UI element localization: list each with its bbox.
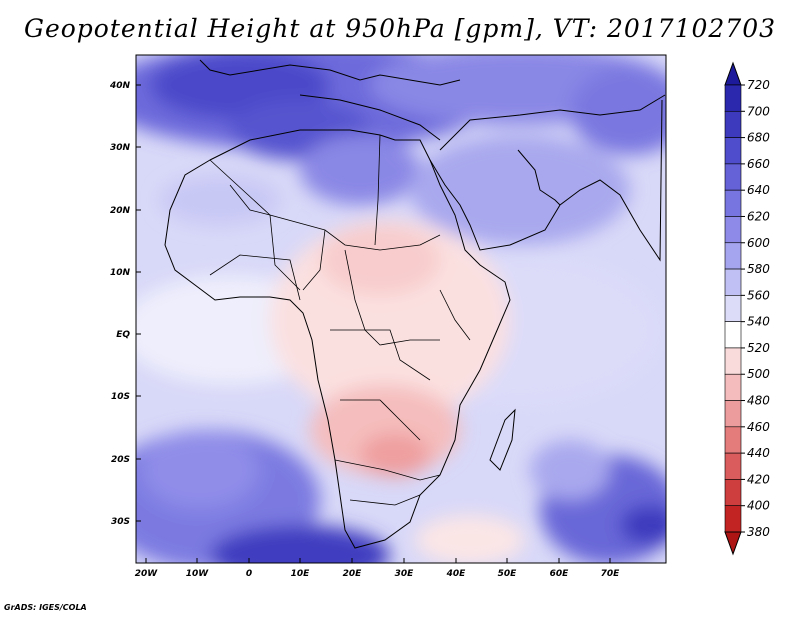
colorbar-swatch: [724, 268, 742, 296]
colorbar-swatch: [724, 137, 742, 165]
colorbar-label: 680: [747, 131, 770, 145]
colorbar-label: 600: [747, 236, 770, 250]
plot-frame: [135, 54, 667, 564]
colorbar-label: 380: [747, 525, 770, 539]
colorbar-label: 500: [747, 367, 770, 381]
colorbar-swatch: [724, 452, 742, 480]
colorbar-swatch: [724, 400, 742, 428]
height-field: [136, 55, 666, 563]
colorbar-label: 580: [747, 262, 770, 276]
lon-labels: 20W 10W 0 10E 20E 30E 40E 50E 60E 70E: [135, 569, 620, 579]
lon-label: 30E: [395, 569, 415, 579]
country-borders: [209, 134, 471, 506]
colorbar-swatch: [724, 84, 742, 112]
colorbar-swatch: [724, 189, 742, 217]
colorbar-swatch: [724, 321, 742, 349]
colorbar-label: 560: [747, 288, 770, 302]
lon-label: 60E: [550, 569, 570, 579]
lon-label: 50E: [498, 569, 518, 579]
lat-label: 30S: [111, 517, 130, 527]
lon-axis: [145, 558, 611, 563]
lon-label: 10E: [291, 569, 311, 579]
colorbar-label: 440: [747, 446, 770, 460]
lat-label: 10S: [111, 392, 130, 402]
colorbar-swatch: [724, 216, 742, 244]
lon-label: 0: [246, 569, 252, 579]
colorbar-label: 640: [747, 183, 770, 197]
lon-label: 10W: [186, 569, 210, 579]
colorbar-label: 620: [747, 209, 770, 223]
colorbar: 720 700 680 660 640 620 600 580 560 540 520 500 480 4…: [724, 61, 770, 556]
colorbar-swatch: [724, 505, 742, 533]
colorbar-swatch: [724, 479, 742, 507]
colorbar-swatch: [724, 163, 742, 191]
lon-label: 20E: [343, 569, 363, 579]
lat-label: 10N: [110, 268, 131, 278]
colorbar-label: 520: [747, 341, 770, 355]
colorbar-swatch: [724, 373, 742, 401]
lon-label: 40E: [446, 569, 467, 579]
colorbar-label: 420: [747, 472, 770, 486]
colorbar-swatch: [724, 295, 742, 322]
colorbar-end-bottom: [724, 531, 742, 556]
lat-labels: 40N 30N 20N 10N EQ 10S 20S 30S: [109, 81, 131, 527]
colorbar-label: 460: [747, 420, 770, 434]
lat-axis: [136, 84, 141, 522]
lon-label: 70E: [601, 569, 621, 579]
coastlines: [164, 59, 666, 549]
colorbar-label: 540: [747, 315, 770, 329]
lat-label: 20N: [110, 206, 131, 216]
colorbar-swatch: [724, 347, 742, 375]
colorbar-label: 400: [747, 499, 770, 513]
colorbar-swatch: [724, 426, 742, 454]
colorbar-label: 480: [747, 394, 770, 408]
colorbar-label: 660: [747, 157, 770, 171]
colorbar-swatch: [724, 242, 742, 270]
lat-label: 30N: [110, 143, 131, 153]
colorbar-label: 720: [747, 78, 770, 92]
chart-title: Geopotential Height at 950hPa [gpm], VT:…: [23, 14, 777, 43]
colorbar-end-top: [724, 61, 742, 86]
lon-label: 20W: [135, 569, 159, 579]
lat-label: 20S: [111, 455, 130, 465]
colorbar-swatch: [724, 110, 742, 138]
colorbar-label: 700: [747, 104, 770, 118]
lat-label: EQ: [116, 330, 130, 340]
lat-label: 40N: [109, 81, 131, 91]
credit-text: GrADS: IGES/COLA: [4, 603, 87, 612]
